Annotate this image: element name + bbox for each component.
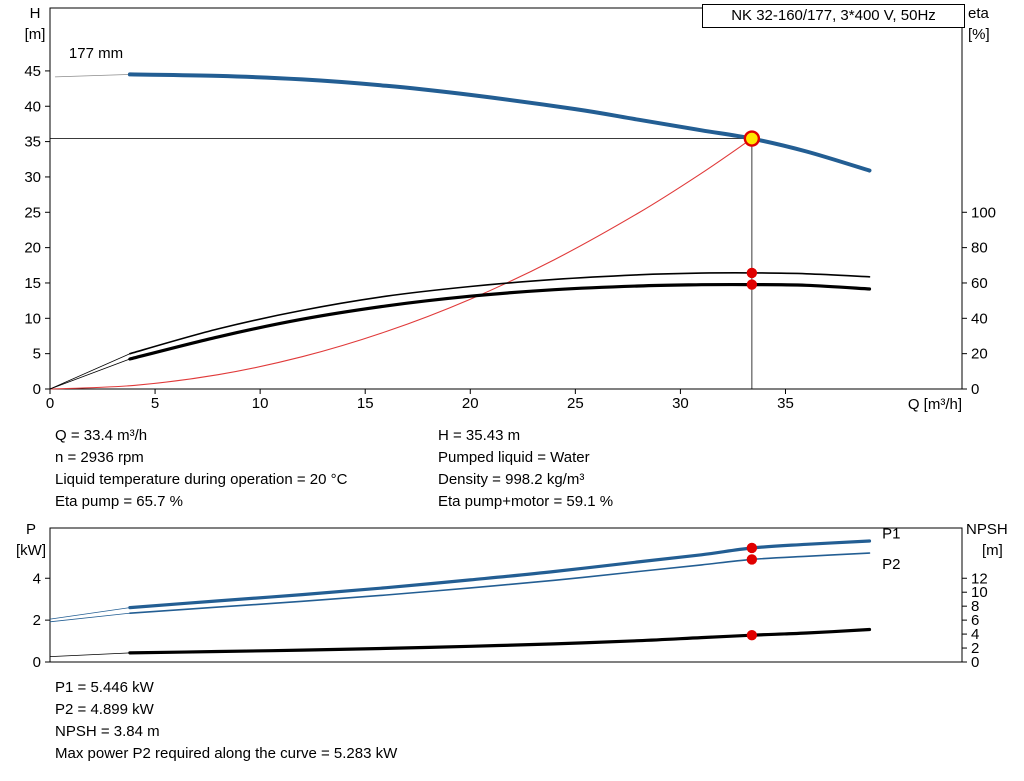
y-left-tick-label: 0: [33, 381, 41, 398]
npsh-axis-label: NPSH [m]: [966, 519, 1022, 561]
y-left-tick-label: 10: [24, 310, 41, 327]
npsh-leader: [49, 652, 131, 657]
info-p2: P2 = 4.899 kW: [55, 701, 154, 718]
y-right-tick-label: 60: [971, 275, 988, 292]
y-right-tick-label: 20: [971, 346, 988, 363]
annotation-177-mm: 177 mm: [69, 45, 123, 62]
y-left-tick-label: 35: [24, 134, 41, 151]
x-tick-label: 20: [462, 395, 479, 412]
info-pumped-liquid: Pumped liquid = Water: [438, 449, 590, 466]
p1-curve: [128, 539, 872, 610]
head-axis-unit: [m]: [24, 26, 46, 43]
x-tick-label: 35: [777, 395, 794, 412]
p2-leader: [49, 612, 131, 623]
eta-pump-motor-curve: [128, 282, 872, 361]
info-npsh: NPSH = 3.84 m: [55, 723, 160, 740]
y-right-tick-label: 8: [971, 598, 979, 615]
eta-axis-symbol: eta: [968, 5, 989, 22]
head-axis-label: H [m]: [14, 3, 56, 45]
power-axis-symbol: P: [25, 521, 36, 538]
head-axis-symbol: H: [29, 5, 41, 22]
pump-title-box: NK 32-160/177, 3*400 V, 50Hz: [702, 4, 965, 28]
p1-marker: [746, 542, 758, 554]
y-right-tick-label: 0: [971, 381, 979, 398]
x-tick-label: 25: [567, 395, 584, 412]
x-tick-label: 0: [46, 395, 54, 412]
y-right-tick-label: 2: [971, 640, 979, 657]
y-right-tick-label: 10: [971, 584, 988, 601]
info-flow: Q = 33.4 m³/h: [55, 427, 148, 444]
impeller-leader: [54, 74, 131, 78]
p1-leader: [49, 607, 131, 620]
plot-frame: [49, 527, 963, 663]
eta-axis-unit: [%]: [968, 26, 990, 43]
eta-pump-motor-leader: [49, 358, 131, 390]
x-tick-label: 10: [252, 395, 269, 412]
y-left-tick-label: 0: [33, 654, 41, 670]
p2-marker: [746, 554, 758, 565]
y-right-tick-label: 0: [971, 654, 979, 670]
y-left-tick-label: 4: [33, 570, 41, 587]
npsh-marker: [746, 630, 758, 641]
duty-point-marker: [743, 130, 761, 147]
annotation-p2: P2: [882, 556, 900, 573]
y-right-tick-label: 4: [971, 626, 979, 643]
info-density: Density = 998.2 kg/m³: [438, 471, 585, 488]
power-axis-unit: [kW]: [16, 542, 46, 559]
eta-pump-leader: [49, 353, 131, 390]
npsh-axis-unit: [m]: [982, 542, 1003, 559]
h-q-eta-chart: 0 5 10 15 20 25 30 35 0 5 10 15 20 25 30 35 40 45 0 20 40 60 8…: [24, 7, 996, 412]
x-tick-label: 15: [357, 395, 374, 412]
p2-curve: [129, 552, 871, 614]
y-left-tick-label: 5: [33, 346, 41, 363]
y-left-tick-label: 15: [24, 275, 41, 292]
power-axis-label: P [kW]: [8, 519, 54, 561]
npsh-curve: [128, 627, 872, 655]
duty-info-right: H = 35.43 m Pumped liquid = Water Densit…: [438, 425, 613, 513]
npsh-axis-symbol: NPSH: [966, 521, 1008, 538]
plot-frame: [49, 7, 963, 390]
y-left-tick-label: 2: [33, 612, 41, 629]
y-right-tick-label: 6: [971, 612, 979, 629]
info-p1: P1 = 5.446 kW: [55, 679, 154, 696]
annotation-p1: P1: [882, 525, 900, 542]
head-curve-177mm: [127, 72, 872, 173]
y-left-tick-label: 45: [24, 63, 41, 80]
system-curve: [49, 138, 753, 390]
info-head: H = 35.43 m: [438, 427, 521, 444]
y-right-tick-label: 40: [971, 310, 988, 327]
info-liquid-temperature: Liquid temperature during operation = 20…: [55, 471, 348, 488]
x-tick-label: 5: [151, 395, 159, 412]
flow-axis-label: Q [m³/h]: [907, 396, 962, 413]
eta-axis-label: eta [%]: [968, 3, 1016, 45]
y-left-tick-label: 25: [24, 204, 41, 221]
y-left-tick-label: 30: [24, 169, 41, 186]
y-left-tick-label: 20: [24, 240, 41, 257]
info-max-power: Max power P2 required along the curve = …: [55, 745, 398, 762]
power-info: P1 = 5.446 kW P2 = 4.899 kW NPSH = 3.84 …: [55, 677, 397, 765]
eta-pump-motor-marker: [746, 279, 758, 290]
info-eta-pump: Eta pump = 65.7 %: [55, 493, 183, 510]
y-left-tick-label: 40: [24, 98, 41, 115]
eta-pump-marker: [746, 267, 758, 279]
duty-info-left: Q = 33.4 m³/h n = 2936 rpm Liquid temper…: [55, 425, 347, 513]
info-eta-pump-motor: Eta pump+motor = 59.1 %: [438, 493, 614, 510]
y-right-tick-label: 80: [971, 240, 988, 257]
y-right-tick-label: 100: [971, 204, 996, 221]
y-right-tick-label: 12: [971, 570, 988, 587]
info-speed: n = 2936 rpm: [55, 449, 144, 466]
x-tick-label: 30: [672, 395, 689, 412]
